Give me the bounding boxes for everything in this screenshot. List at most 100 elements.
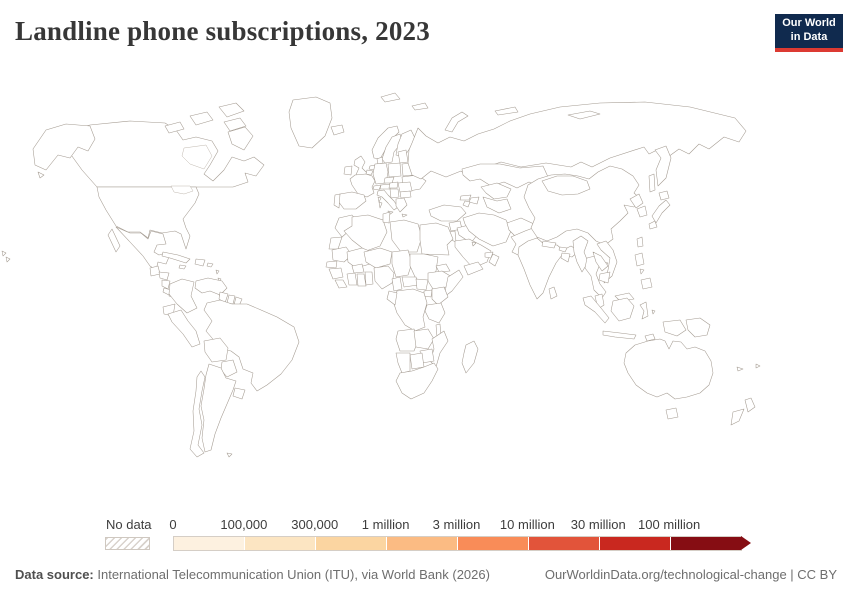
country-argentina[interactable] (200, 363, 237, 453)
country-guatemala[interactable] (149, 265, 161, 277)
country-czechia[interactable] (383, 176, 395, 184)
country-nigeria[interactable] (373, 265, 395, 290)
country-georgia[interactable] (459, 194, 472, 201)
country-drc[interactable] (392, 288, 428, 332)
country-bolivia[interactable] (203, 337, 229, 363)
country-togo-benin[interactable] (364, 271, 374, 286)
country-egypt[interactable] (419, 222, 454, 256)
country-senegal[interactable] (325, 260, 338, 269)
country-australia-tasmania[interactable] (665, 407, 679, 420)
country-indonesia-sulawesi[interactable] (639, 301, 649, 320)
country-libya[interactable] (389, 219, 423, 253)
country-hispaniola[interactable] (194, 258, 206, 267)
country-mexico-baja[interactable] (107, 228, 121, 253)
country-mongolia[interactable] (541, 175, 591, 196)
country-usa-aleutians[interactable] (37, 171, 45, 179)
country-poland[interactable] (387, 162, 402, 178)
country-algeria[interactable] (343, 214, 388, 252)
country-guinea[interactable] (328, 267, 344, 280)
country-eritrea[interactable] (435, 263, 451, 273)
country-yemen[interactable] (463, 261, 484, 276)
country-north-korea[interactable] (629, 193, 644, 209)
country-canada-arctic-3[interactable] (218, 102, 245, 118)
country-usa-hawaii-2[interactable] (5, 256, 11, 263)
legend-bucket-0[interactable] (174, 537, 245, 550)
country-canada-arctic-4[interactable] (223, 117, 247, 132)
country-gabon-congo[interactable] (386, 290, 398, 306)
country-usa[interactable] (96, 186, 200, 250)
legend-bucket-7[interactable] (671, 537, 741, 550)
country-ghana[interactable] (356, 273, 367, 287)
country-central-african-republic[interactable] (401, 276, 419, 288)
country-nicaragua[interactable] (161, 279, 171, 290)
country-honduras[interactable] (158, 271, 170, 281)
country-chad[interactable] (391, 249, 413, 278)
footer-link[interactable]: OurWorldinData.org/technological-change … (544, 567, 837, 582)
legend-bucket-4[interactable] (458, 537, 529, 550)
country-cambodia[interactable] (598, 271, 611, 284)
country-bhutan[interactable] (558, 246, 568, 253)
country-botswana[interactable] (409, 352, 425, 370)
country-burkina-faso[interactable] (351, 263, 365, 274)
country-canada-baffin[interactable] (227, 126, 254, 151)
country-azerbaijan[interactable] (468, 196, 480, 205)
country-angola[interactable] (395, 328, 419, 352)
country-sri-lanka[interactable] (548, 286, 558, 300)
country-iran[interactable] (462, 212, 512, 247)
country-australia[interactable] (623, 338, 714, 400)
country-turkey[interactable] (428, 204, 467, 222)
country-south-korea[interactable] (636, 205, 648, 218)
country-madagascar[interactable] (461, 340, 479, 374)
country-niger[interactable] (363, 247, 393, 269)
country-philippines-luzon[interactable] (634, 252, 645, 267)
country-greece-crete[interactable] (401, 213, 408, 218)
country-portugal[interactable] (333, 193, 341, 209)
country-kazakhstan[interactable] (461, 163, 549, 189)
country-russia-arctic-1[interactable] (494, 106, 519, 116)
country-greenland[interactable] (288, 96, 333, 149)
country-nepal[interactable] (541, 240, 557, 249)
country-russia-arctic-2[interactable] (567, 110, 601, 120)
country-somalia[interactable] (443, 269, 464, 298)
country-indonesia-maluku[interactable] (651, 309, 656, 315)
country-france-corsica[interactable] (377, 196, 382, 203)
country-brazil[interactable] (203, 299, 300, 392)
country-cameroon[interactable] (391, 276, 403, 292)
country-new-zealand-north[interactable] (744, 397, 756, 413)
country-norway[interactable] (371, 125, 400, 160)
country-canada-arctic-1[interactable] (164, 121, 185, 134)
country-papua-new-guinea[interactable] (685, 317, 711, 338)
country-zambia[interactable] (413, 328, 435, 350)
country-uzbekistan[interactable] (480, 182, 512, 200)
legend-no-data-swatch[interactable] (105, 537, 150, 550)
country-bulgaria[interactable] (399, 190, 412, 199)
country-russia-kamchatka[interactable] (654, 145, 672, 187)
country-saudi-arabia[interactable] (454, 238, 492, 269)
country-philippines-mindanao[interactable] (640, 277, 653, 290)
country-belgium[interactable] (365, 169, 374, 176)
country-turkmenistan[interactable] (482, 196, 512, 214)
legend-bucket-2[interactable] (316, 537, 387, 550)
country-jamaica[interactable] (178, 264, 187, 270)
country-east-timor[interactable] (644, 333, 656, 342)
country-usa-hawaii-1[interactable] (1, 250, 7, 257)
country-indonesia-papua[interactable] (662, 319, 687, 337)
country-usa-alaska[interactable] (32, 123, 96, 171)
country-france[interactable] (349, 173, 376, 198)
country-mozambique[interactable] (429, 330, 449, 368)
country-arctic-isles[interactable] (411, 102, 429, 111)
country-italy[interactable] (376, 189, 399, 211)
country-iceland[interactable] (330, 124, 345, 136)
country-hungary[interactable] (388, 181, 399, 189)
country-romania[interactable] (397, 181, 413, 193)
country-switzerland[interactable] (372, 184, 382, 191)
country-new-zealand-south[interactable] (730, 408, 745, 426)
country-balkans[interactable] (389, 188, 400, 199)
country-canada-arctic-2[interactable] (189, 111, 214, 126)
country-new-caledonia[interactable] (736, 366, 744, 372)
legend-bucket-6[interactable] (600, 537, 671, 550)
country-greece[interactable] (395, 197, 408, 213)
country-uganda[interactable] (423, 289, 433, 298)
country-japan-honshu[interactable] (651, 199, 671, 224)
country-western-sahara[interactable] (328, 236, 343, 250)
